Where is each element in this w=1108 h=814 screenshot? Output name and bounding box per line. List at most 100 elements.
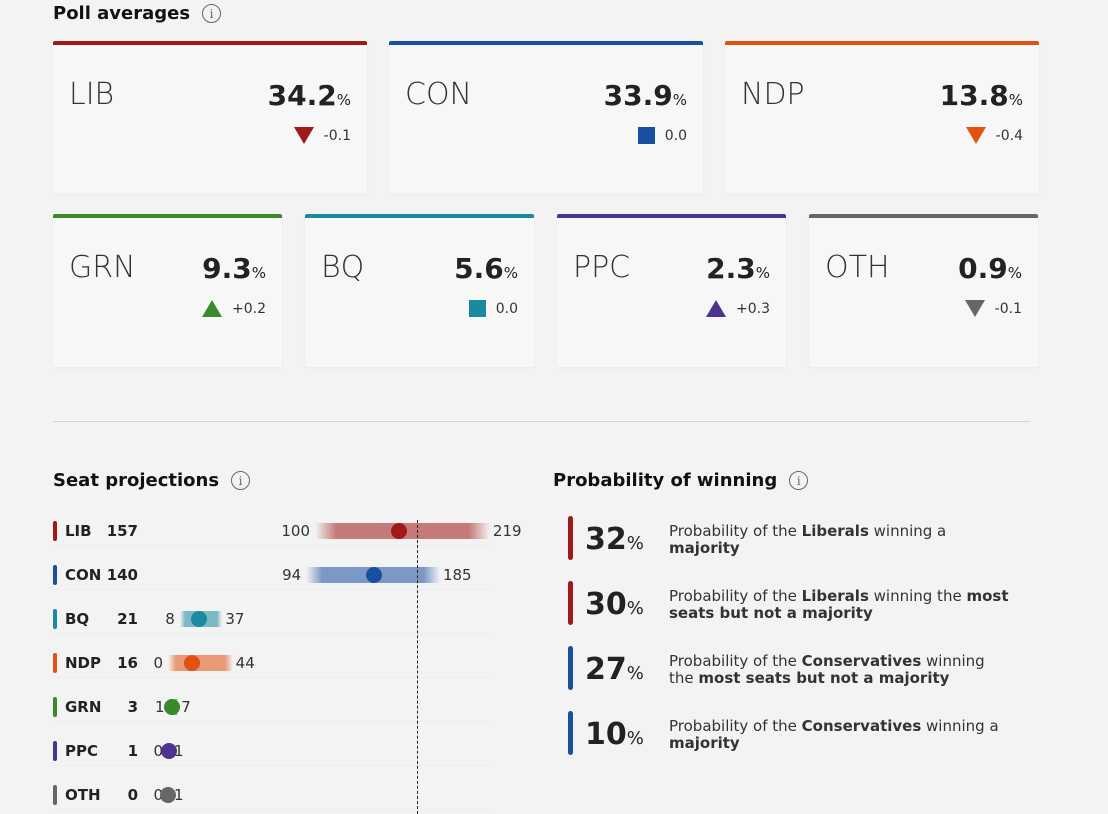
poll-card-oth: OTH 0.9% -0.1: [809, 214, 1038, 367]
range-high: 37: [225, 610, 245, 628]
change-value: 0.0: [495, 300, 518, 317]
seat-row-ndp: NDP 16 0 44: [53, 648, 493, 678]
up-arrow-icon: [202, 300, 222, 317]
seat-estimate-dot[interactable]: [390, 523, 407, 539]
value: 0.9: [958, 252, 1008, 285]
party-color-tab: [53, 521, 57, 541]
range-high: 219: [492, 522, 522, 540]
probability-description: Probability of the Liberals winning the …: [669, 588, 1014, 622]
change-value: -0.1: [323, 127, 351, 144]
probability-heading: Probability of winning i: [553, 470, 809, 491]
probability-item: 10% Probability of the Conservatives win…: [568, 711, 1028, 755]
party-name: BQ: [321, 250, 365, 285]
poll-card-con: CON 33.9% 0.0: [389, 41, 703, 194]
seat-count: 1: [127, 742, 138, 760]
value: 5.6: [454, 252, 504, 285]
seat-estimate-dot[interactable]: [164, 699, 181, 715]
seat-row-lib: LIB 157 100 219: [53, 516, 522, 546]
party-color-tab: [568, 646, 573, 690]
seat-estimate-dot[interactable]: [365, 567, 382, 583]
down-arrow-icon: [293, 127, 314, 144]
seat-estimate-dot[interactable]: [183, 655, 200, 671]
seat-count: 0: [127, 786, 138, 804]
party-name: BQ: [65, 610, 90, 628]
text: winning a: [868, 522, 947, 540]
seat-projections-title: Seat projections: [53, 470, 220, 491]
range-low: 0: [153, 654, 163, 672]
change: +0.2: [202, 300, 266, 317]
unit: %: [336, 91, 351, 109]
unit: %: [672, 91, 687, 109]
value: 9.3: [202, 252, 252, 285]
change-value: -0.4: [995, 127, 1023, 144]
seat-row-oth: OTH 0 0 1: [53, 780, 493, 810]
probability-value: 27%: [585, 652, 644, 687]
probability-description: Probability of the Conservatives winning…: [669, 653, 1014, 687]
party: Conservatives: [801, 652, 922, 670]
seat-row-ppc: PPC 1 0 1: [53, 736, 493, 766]
range-low: 8: [165, 610, 175, 628]
seat-estimate-dot[interactable]: [161, 743, 178, 759]
down-arrow-icon: [964, 300, 985, 317]
value: 34.2: [267, 79, 337, 112]
unit: %: [626, 533, 644, 554]
change: -0.1: [964, 300, 1022, 317]
party: Conservatives: [801, 717, 922, 735]
seat-estimate-dot[interactable]: [190, 611, 207, 627]
outcome: majority: [669, 539, 740, 557]
probability-value: 30%: [585, 587, 644, 622]
text: Probability of the: [669, 522, 802, 540]
range-high: 7: [181, 698, 191, 716]
majority-line: [417, 520, 418, 814]
probability-title: Probability of winning: [553, 470, 778, 491]
party-color-tab: [53, 565, 57, 585]
poll-value: 0.9%: [958, 252, 1022, 285]
divider: [53, 421, 1030, 422]
info-icon[interactable]: i: [202, 4, 222, 23]
text: Probability of the: [669, 717, 802, 735]
change: +0.3: [706, 300, 770, 317]
party-name: PPC: [573, 250, 631, 285]
probability-item: 27% Probability of the Conservatives win…: [568, 646, 1028, 690]
change-value: +0.2: [232, 300, 266, 317]
range-low: 94: [282, 566, 302, 584]
party-color-tab: [568, 516, 573, 560]
outcome: majority: [669, 734, 740, 752]
range-high: 1: [174, 742, 184, 760]
text: winning the: [868, 587, 967, 605]
range-low: 1: [154, 698, 165, 716]
party-name: OTH: [65, 786, 101, 804]
seat-estimate-dot[interactable]: [160, 787, 176, 803]
party-color-tab: [568, 581, 573, 625]
pct: 10: [585, 717, 627, 752]
seat-projections-heading: Seat projections i: [53, 470, 251, 491]
party: Liberals: [801, 522, 869, 540]
range-low: 0: [153, 742, 163, 760]
seat-row-bq: BQ 21 8 37: [53, 604, 493, 634]
change: -0.1: [293, 127, 351, 144]
party-color-tab: [53, 785, 57, 805]
party-name: LIB: [69, 77, 115, 112]
pct: 30: [585, 587, 627, 622]
probability-item: 32% Probability of the Liberals winning …: [568, 516, 1028, 560]
probability-value: 10%: [585, 717, 644, 752]
no-change-icon: [637, 127, 655, 144]
pct: 32: [585, 522, 627, 557]
seat-row-con: CON 140 94 185: [53, 560, 493, 590]
info-icon[interactable]: i: [231, 471, 251, 490]
value: 2.3: [706, 252, 756, 285]
poll-value: 5.6%: [454, 252, 518, 285]
seat-row-grn: GRN 3 1 7: [53, 692, 493, 722]
poll-value: 2.3%: [706, 252, 770, 285]
seat-count: 157: [106, 522, 138, 540]
poll-card-bq: BQ 5.6% 0.0: [305, 214, 534, 367]
info-icon[interactable]: i: [789, 471, 809, 490]
change: 0.0: [468, 300, 518, 317]
poll-card-lib: LIB 34.2% -0.1: [53, 41, 367, 194]
party-name: NDP: [741, 77, 805, 112]
party-name: PPC: [65, 742, 98, 760]
party: Liberals: [801, 587, 869, 605]
text: winning the: [669, 652, 985, 687]
poll-averages-heading: Poll averages i: [53, 3, 222, 24]
up-arrow-icon: [706, 300, 726, 317]
